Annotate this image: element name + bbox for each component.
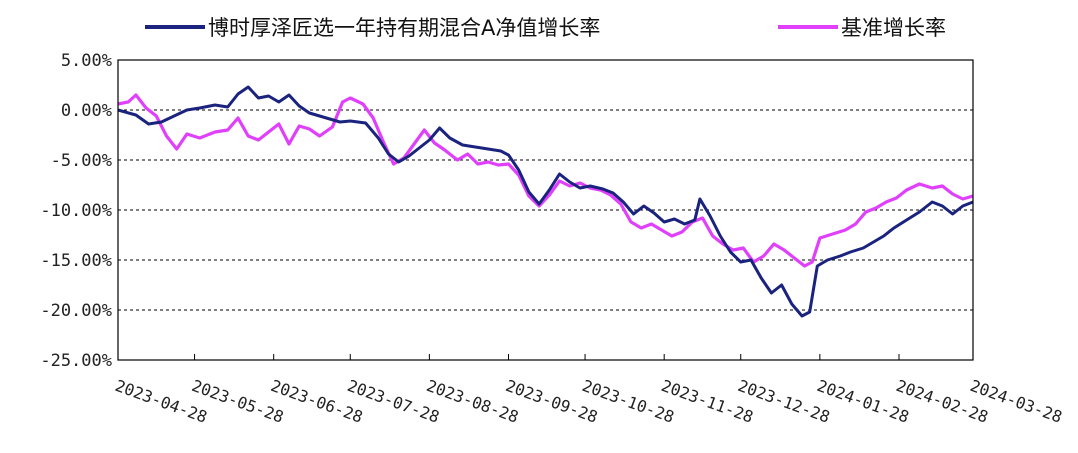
y-tick-label: 5.00% [61,51,112,71]
y-tick-label: -5.00% [51,151,112,171]
y-tick-label: 0.00% [61,101,112,121]
series-layer [117,85,974,318]
x-axis-ticks: 2023-04-282023-05-282023-06-282023-07-28… [113,354,1065,427]
y-tick-label: -15.00% [40,251,112,271]
y-tick-label: -20.00% [40,301,112,321]
y-tick-label: -10.00% [40,201,112,221]
grid [118,109,973,311]
legend: 博时厚泽匠选一年持有期混合A净值增长率 基准增长率 [145,16,946,40]
plot-frame [117,59,974,361]
series-line-benchmark [117,93,974,268]
y-axis-ticks: 5.00% 0.00% -5.00% -10.00% -15.00% -20.00% -25… [40,51,112,371]
legend-label-fund: 博时厚泽匠选一年持有期混合A净值增长率 [208,16,600,40]
series-line-fund [117,85,974,318]
legend-label-benchmark: 基准增长率 [841,16,946,40]
y-tick-label: -25.00% [40,351,112,371]
